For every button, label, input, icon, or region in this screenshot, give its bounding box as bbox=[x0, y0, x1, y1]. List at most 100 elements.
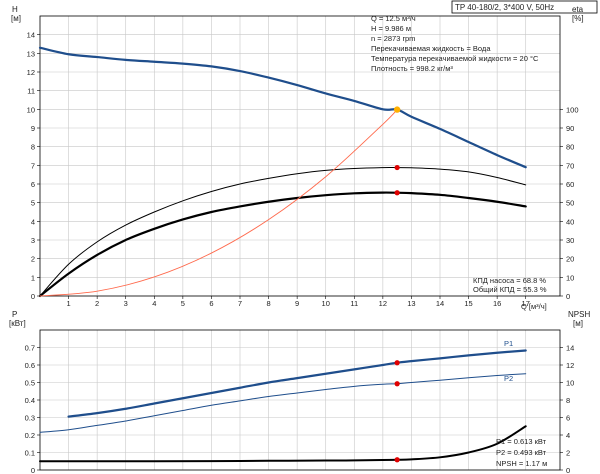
y2-tick-label: 50 bbox=[566, 199, 574, 208]
info-n: n = 2873 rpm bbox=[371, 34, 415, 43]
series-line-eta-pump bbox=[39, 166, 527, 297]
x-tick-label: 15 bbox=[464, 299, 472, 308]
y-tick-label: 0 bbox=[31, 292, 35, 301]
info-liquid: Перекачиваемая жидкость = Вода bbox=[371, 44, 491, 53]
x-tick-label: 6 bbox=[209, 299, 213, 308]
top-ylabel-h: H bbox=[12, 5, 18, 14]
x-tick-label: 17 bbox=[522, 299, 530, 308]
y2-tick-label: 2 bbox=[566, 449, 570, 458]
y-tick-label: 11 bbox=[27, 87, 35, 96]
y-tick-label: 0.6 bbox=[25, 361, 35, 370]
series-line-p2 bbox=[39, 373, 527, 433]
op-point-eta-total bbox=[394, 190, 400, 196]
y-tick-label: 3 bbox=[31, 236, 35, 245]
y-tick-label: 7 bbox=[31, 161, 35, 170]
y2-tick-label: 0 bbox=[566, 466, 570, 474]
y-tick-label: 0.1 bbox=[25, 449, 35, 458]
series-line-npsh bbox=[39, 425, 527, 463]
power-info: P1 = 0.613 кВт P2 = 0.493 кВт NPSH = 1.1… bbox=[496, 437, 547, 468]
x-tick-label: 10 bbox=[322, 299, 330, 308]
series-line-h bbox=[38, 46, 527, 169]
y2-tick-label: 20 bbox=[566, 255, 574, 264]
operating-point-info: Q = 12.5 м³/ч H = 9.986 м n = 2873 rpm П… bbox=[371, 14, 539, 73]
info-eta-pump: КПД насоса = 68.8 % bbox=[473, 276, 546, 285]
op-point-npsh bbox=[394, 457, 400, 463]
series-line-system bbox=[39, 109, 398, 297]
x-tick-label: 9 bbox=[295, 299, 299, 308]
info-q: Q = 12.5 м³/ч bbox=[371, 14, 416, 23]
x-tick-label: 3 bbox=[124, 299, 128, 308]
y-tick-label: 1 bbox=[31, 273, 35, 282]
x-tick-label: 14 bbox=[436, 299, 444, 308]
y2-tick-label: 10 bbox=[566, 273, 574, 282]
y-tick-label: 13 bbox=[27, 49, 35, 58]
x-tick-label: 8 bbox=[266, 299, 270, 308]
title-box bbox=[451, 0, 598, 14]
y-tick-label: 12 bbox=[27, 68, 35, 77]
y2-tick-label: 40 bbox=[566, 217, 574, 226]
y2-tick-label: 8 bbox=[566, 396, 570, 405]
y-tick-label: 4 bbox=[31, 217, 35, 226]
y2-tick-label: 70 bbox=[566, 161, 574, 170]
x-tick-label: 1 bbox=[66, 299, 70, 308]
info-h: H = 9.986 м bbox=[371, 24, 411, 33]
y-tick-label: 14 bbox=[27, 31, 35, 40]
y2-tick-label: 0 bbox=[566, 292, 570, 301]
info-npsh: NPSH = 1.17 м bbox=[496, 459, 547, 468]
top-ylabel-unit: [м] bbox=[11, 14, 21, 23]
efficiency-info: КПД насоса = 68.8 % Общий КПД = 55.3 % bbox=[473, 276, 547, 294]
y-tick-label: 0.2 bbox=[25, 431, 35, 440]
y2-tick-label: 90 bbox=[566, 124, 574, 133]
y-tick-label: 8 bbox=[31, 143, 35, 152]
x-tick-label: 7 bbox=[238, 299, 242, 308]
info-p1: P1 = 0.613 кВт bbox=[496, 437, 547, 446]
series-line-eta-total bbox=[38, 191, 527, 298]
top-chart: 0123456789101112131401020304050607080901… bbox=[27, 15, 579, 308]
y2-tick-label: 100 bbox=[566, 105, 579, 114]
y2-tick-label: 10 bbox=[566, 379, 574, 388]
series-label-p1: P1 bbox=[504, 339, 513, 348]
bottom-chart: 0 0.1 0.2 0.3 0.4 0.5 0.6 0.7 0 2 4 6 8 10 12 14 bbox=[25, 329, 574, 474]
y-tick-label: 0.3 bbox=[25, 414, 35, 423]
op-point-p1 bbox=[394, 360, 400, 366]
op-point-p2 bbox=[394, 381, 400, 387]
info-eta-total: Общий КПД = 55.3 % bbox=[473, 285, 547, 294]
series-line-p1 bbox=[67, 349, 527, 418]
y-tick-label: 0 bbox=[31, 466, 35, 474]
y2-tick-label: 14 bbox=[566, 344, 574, 353]
x-tick-label: 11 bbox=[350, 299, 358, 308]
y-tick-label: 5 bbox=[31, 199, 35, 208]
y2-tick-label: 6 bbox=[566, 414, 570, 423]
y-tick-label: 6 bbox=[31, 180, 35, 189]
chart-title: TP 40-180/2, 3*400 V, 50Hz bbox=[455, 3, 554, 12]
info-temp: Температура перекачиваемой жидкости = 20… bbox=[371, 54, 539, 63]
bottom-y2label-npsh: NPSH bbox=[568, 310, 590, 319]
y-tick-label: 0.7 bbox=[25, 344, 35, 353]
x-tick-label: 4 bbox=[152, 299, 156, 308]
bottom-ylabel-unit: [кВт] bbox=[9, 319, 26, 328]
bottom-y2label-unit: [м] bbox=[573, 319, 583, 328]
y-tick-label: 0.4 bbox=[25, 396, 35, 405]
op-point-head bbox=[393, 106, 401, 113]
x-tick-label: 5 bbox=[181, 299, 185, 308]
y2-tick-label: 4 bbox=[566, 431, 570, 440]
x-tick-label: 13 bbox=[407, 299, 415, 308]
y2-tick-label: 60 bbox=[566, 180, 574, 189]
y-tick-label: 9 bbox=[31, 124, 35, 133]
series-label-p2: P2 bbox=[504, 374, 513, 383]
y-tick-label: 10 bbox=[27, 105, 35, 114]
info-density: Плотность = 998.2 кг/м³ bbox=[371, 64, 453, 73]
x-tick-label: 16 bbox=[493, 299, 501, 308]
plot-frame bbox=[39, 15, 561, 297]
y2-tick-label: 30 bbox=[566, 236, 574, 245]
y2-tick-label: 80 bbox=[566, 143, 574, 152]
y2-tick-label: 12 bbox=[566, 361, 574, 370]
top-y2label-eta: eta bbox=[572, 5, 584, 14]
top-y2label-unit: [%] bbox=[572, 14, 584, 23]
bottom-ylabel-p: P bbox=[12, 310, 17, 319]
info-p2: P2 = 0.493 кВт bbox=[496, 448, 547, 457]
x-tick-label: 12 bbox=[379, 299, 387, 308]
top-xlabel: Q [м³/ч] bbox=[521, 302, 547, 311]
y-tick-label: 2 bbox=[31, 255, 35, 264]
